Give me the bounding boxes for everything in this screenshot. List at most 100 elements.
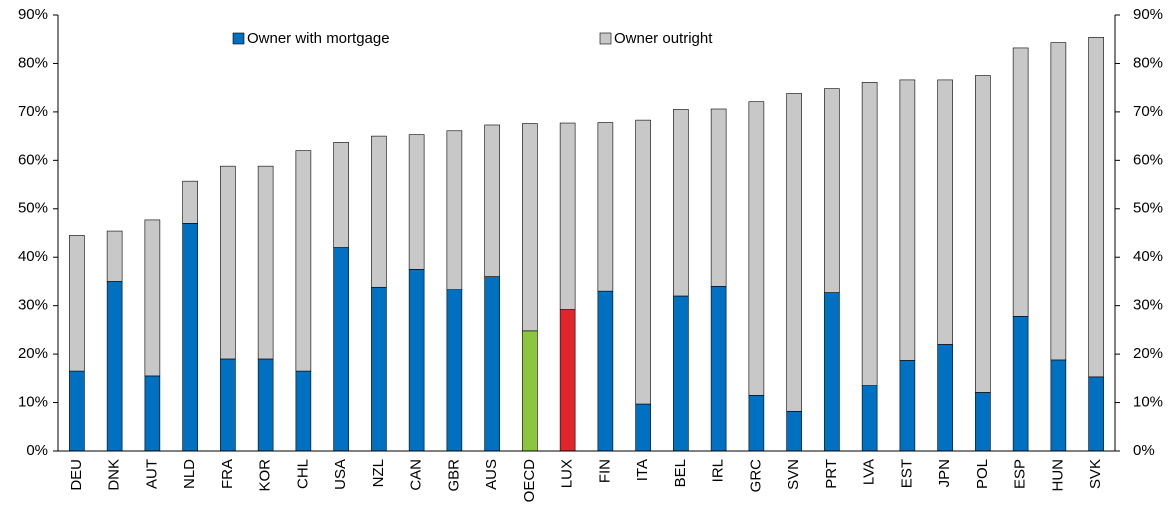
bar-segment (182, 223, 198, 452)
x-tick-label: BEL (672, 459, 689, 487)
y2-tick-label: 90% (1133, 6, 1163, 23)
bar-segment (937, 344, 953, 452)
x-tick-label: CHL (294, 459, 311, 489)
y2-tick-label: 0% (1133, 442, 1155, 459)
x-tick-label: AUS (483, 459, 500, 490)
x-tick-label: GRC (747, 459, 764, 493)
bar-segment (635, 119, 651, 405)
bar-segment (220, 358, 236, 452)
bar-segment (333, 247, 349, 452)
bar-segment (861, 82, 878, 386)
y-tick-label: 10% (18, 394, 48, 411)
bar-segment (220, 165, 236, 360)
bar-segment (1012, 316, 1029, 452)
bar-segment (824, 88, 840, 293)
bar-segment (824, 292, 840, 452)
bar-segment (975, 75, 991, 393)
bar-segment (408, 269, 425, 452)
x-tick-label: HUN (1049, 459, 1066, 492)
bar-segment (1050, 359, 1067, 452)
y2-tick-label: 40% (1133, 248, 1163, 265)
x-tick-label: FIN (596, 459, 613, 483)
bar-segment (786, 93, 802, 412)
bar-segment (673, 295, 689, 452)
x-tick-label: KOR (257, 459, 274, 492)
x-tick-label: JPN (936, 459, 953, 487)
y-tick-label: 90% (18, 6, 48, 23)
y2-tick-label: 50% (1133, 200, 1163, 217)
y-tick-label: 40% (18, 248, 48, 265)
y2-tick-label: 70% (1133, 103, 1163, 120)
bar-segment (69, 235, 85, 372)
bar-segment (371, 135, 387, 288)
y2-tick-label: 20% (1133, 345, 1163, 362)
bar-segment (484, 276, 500, 452)
y-tick-label: 60% (18, 151, 48, 168)
bar-segment (257, 358, 274, 452)
bar-segment (106, 230, 123, 282)
y-tick-label: 0% (26, 442, 48, 459)
legend-swatch (599, 32, 612, 45)
bar-segment (182, 180, 198, 224)
bar-segment (446, 289, 463, 452)
bar-segment (106, 281, 123, 452)
bar-segment (975, 392, 991, 452)
x-tick-label: FRA (219, 459, 236, 489)
y-tick-label: 20% (18, 345, 48, 362)
x-tick-label: POL (974, 459, 991, 489)
x-tick-label: AUT (143, 459, 160, 489)
x-tick-label: DEU (68, 459, 85, 491)
y2-tick-label: 10% (1133, 394, 1163, 411)
bar-segment (937, 79, 953, 345)
bar-segment (597, 122, 614, 292)
y-tick-label: 70% (18, 103, 48, 120)
x-tick-label: EST (898, 459, 915, 488)
bar-segment (559, 309, 576, 452)
x-tick-label: PRT (823, 459, 840, 489)
x-tick-label: ESP (1012, 459, 1029, 489)
bar-segment (144, 375, 161, 452)
bar-segment (371, 286, 387, 452)
bar-segment (673, 109, 689, 297)
x-tick-label: OECD (521, 459, 538, 503)
y2-tick-label: 30% (1133, 297, 1163, 314)
bar-segment (1012, 47, 1029, 317)
legend-label: Owner with mortgage (247, 30, 390, 47)
bar-segment (333, 142, 349, 248)
y2-tick-label: 60% (1133, 151, 1163, 168)
x-tick-label: SVK (1087, 459, 1104, 489)
y-tick-label: 80% (18, 54, 48, 71)
x-tick-label: GBR (445, 459, 462, 492)
bar-segment (710, 108, 727, 287)
x-tick-label: USA (332, 459, 349, 490)
x-tick-label: NLD (181, 459, 198, 489)
bar-segment (69, 370, 85, 452)
x-tick-label: NZL (370, 459, 387, 487)
bar-segment (710, 285, 727, 452)
bar-segment (1088, 36, 1104, 378)
x-tick-label: CAN (408, 459, 425, 491)
y2-tick-label: 80% (1133, 54, 1163, 71)
bar-segment (786, 410, 802, 452)
bar-segment (1088, 376, 1104, 452)
x-tick-label: LUX (559, 459, 576, 488)
bar-segment (522, 330, 538, 452)
x-tick-label: SVN (785, 459, 802, 490)
bar-segment (257, 165, 274, 360)
x-tick-label: DNK (106, 459, 123, 491)
x-tick-label: ITA (634, 459, 651, 481)
bar-segment (522, 123, 538, 332)
x-tick-label: LVA (861, 459, 878, 485)
y-tick-label: 30% (18, 297, 48, 314)
x-tick-label: IRL (710, 459, 727, 482)
bar-segment (748, 101, 765, 396)
bar-segment (861, 385, 878, 452)
bar-segment (408, 134, 425, 270)
bar-segment (1050, 42, 1067, 361)
bar-segment (559, 122, 576, 310)
bar-segment (899, 79, 916, 361)
y-tick-label: 50% (18, 200, 48, 217)
legend-swatch (232, 32, 245, 45)
bar-segment (295, 150, 312, 372)
